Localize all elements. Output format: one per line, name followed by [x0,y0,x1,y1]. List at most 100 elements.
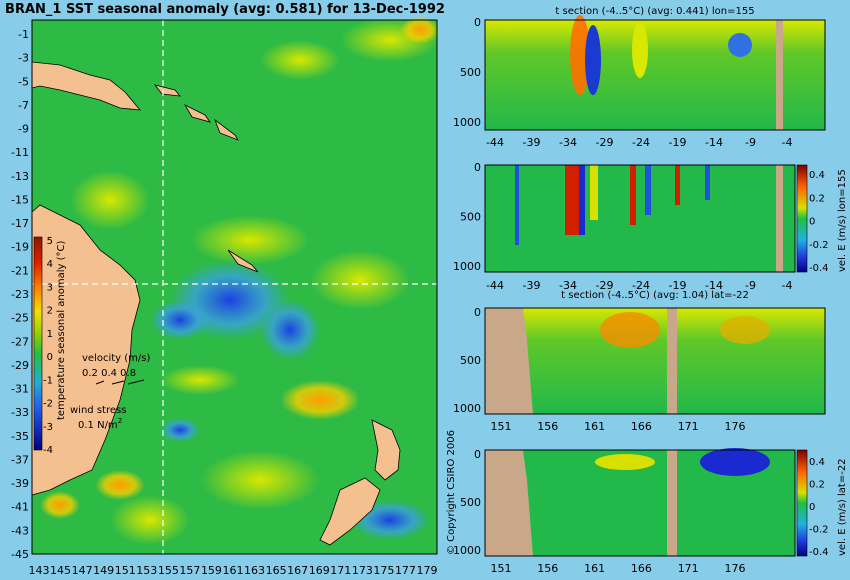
land-mask [776,165,783,272]
anomaly-blob [280,380,360,420]
p2-x-tick-label: -4 [782,279,793,292]
anomaly-blob [200,450,320,510]
p2-y-tick-label: 0 [474,161,481,174]
panel1-field [485,20,825,130]
p2-cbar-tick-label: 0.2 [809,193,825,204]
anomaly-blob [260,40,340,80]
p1-y-tick-label: 500 [460,66,481,79]
colorbar-tick-label: -4 [43,445,53,456]
p2-x-tick-label: -24 [632,279,650,292]
lat-tick-label: -25 [11,312,29,325]
p3-x-tick-label: 166 [631,420,652,433]
colorbar-tick-label: -3 [43,422,53,433]
panel1-y-ticks: 0 500 1000 [453,16,481,129]
lat-tick-label: -13 [11,170,29,183]
velocity-arrows [95,379,145,385]
p1-x-tick-label: -4 [782,136,793,149]
land-mask [485,308,533,414]
p4-x-tick-label: 171 [678,562,699,575]
sst-map-plot [31,16,440,555]
panel1-plot [484,15,826,131]
panel2-x-ticks: -44 -39 -34 -29 -24 -19 -14 -9 -4 [486,279,792,292]
panel2-field [485,165,795,272]
p4-x-tick-label: 151 [491,562,512,575]
anomaly-blob [40,491,80,519]
vel-core [595,454,655,470]
p4-cbar-tick-label: -0.4 [809,547,829,558]
vel-band [579,165,585,235]
map-frame [31,19,438,555]
p4-cbar-tick-label: 0 [809,502,815,513]
lon-tick-label: 151 [115,564,136,577]
p3-x-tick-label: 156 [537,420,558,433]
p2-y-tick-label: 500 [460,211,481,224]
lat-tick-label: -5 [18,75,29,88]
solomon-islands [153,84,239,141]
lat-tick-label: -27 [11,335,29,348]
lat-tick-label: -43 [11,524,29,537]
velocity-legend-title: velocity (m/s) [82,353,150,364]
p1-y-tick-label: 1000 [453,116,481,129]
anomaly-blob [160,365,240,395]
lat-tick-label: -21 [11,264,29,277]
colorbar-tick-label: 2 [47,306,53,317]
cold-core [728,33,752,57]
australia-land [31,204,141,496]
vel-band [705,165,710,200]
p3-x-tick-label: 151 [491,420,512,433]
warm-core [570,15,590,95]
panel4-cbar-label: vel. E (m/s) lat=-22 [837,458,848,556]
anomaly-blob [310,250,410,310]
anomaly-blob [95,470,145,500]
p2-x-tick-label: -34 [559,279,577,292]
panel2-y-ticks: 0 500 1000 [453,161,481,273]
lon-tick-label: 169 [309,564,330,577]
velocity-colorbar-lon [796,164,808,273]
p2-cbar-tick-label: 0.4 [809,170,825,181]
p4-cbar-tick-label: 0.2 [809,480,825,491]
lon-tick-label: 171 [330,564,351,577]
wind-legend-title: wind stress [70,405,126,416]
lon-tick-label: 173 [352,564,373,577]
vel-band [675,165,680,205]
lon-tick-label: 149 [93,564,114,577]
panel1-x-ticks: -44 -39 -34 -29 -24 -19 -14 -9 -4 [486,136,792,149]
warm-core [720,316,770,344]
colorbar-label: temperature seasonal anomaly (°C) [56,241,67,420]
p1-x-tick-label: -44 [486,136,504,149]
panel3-frame [484,307,826,415]
warm-core [600,312,660,348]
colorbar-tick-label: 5 [47,236,53,247]
temperature-colorbar [33,236,43,451]
lat-tick-label: -37 [11,453,29,466]
anomaly-blob [400,16,440,44]
p2-y-tick-label: 1000 [453,260,481,273]
land-mask [776,20,783,130]
lon-tick-label: 155 [158,564,179,577]
new-zealand [319,419,401,546]
lat-tick-label: -1 [18,28,29,41]
lat-tick-label: -11 [11,146,29,159]
section-panels: t section (-4..5°C) (avg: 0.441) lon=155… [453,6,848,575]
lon-tick-label: 143 [29,564,50,577]
p2-x-tick-label: -29 [596,279,614,292]
p4-y-tick-label: 1000 [453,544,481,557]
vel-band [645,165,651,215]
p2-x-tick-label: -44 [486,279,504,292]
panel4-frame [484,449,796,557]
map-title: BRAN_1 SST seasonal anomaly (avg: 0.581)… [5,2,445,17]
lon-tick-label: 167 [287,564,308,577]
panel1-frame [484,19,826,131]
p1-x-tick-label: -24 [632,136,650,149]
vel-band [630,165,636,225]
lat-tick-label: -15 [11,193,29,206]
panel2-plot [484,164,796,273]
colorbar-tick-label: 1 [47,329,53,340]
panel1-title: t section (-4..5°C) (avg: 0.441) lon=155 [555,6,754,17]
vel-band [515,165,519,245]
sst-map-figure: BRAN_1 SST seasonal anomaly (avg: 0.581)… [5,2,445,577]
lon-tick-label: 175 [373,564,394,577]
vel-core [700,448,770,476]
velocity-legend-scale: 0.2 0.4 0.8 [82,368,136,379]
p2-cbar-tick-label: -0.2 [809,240,829,251]
